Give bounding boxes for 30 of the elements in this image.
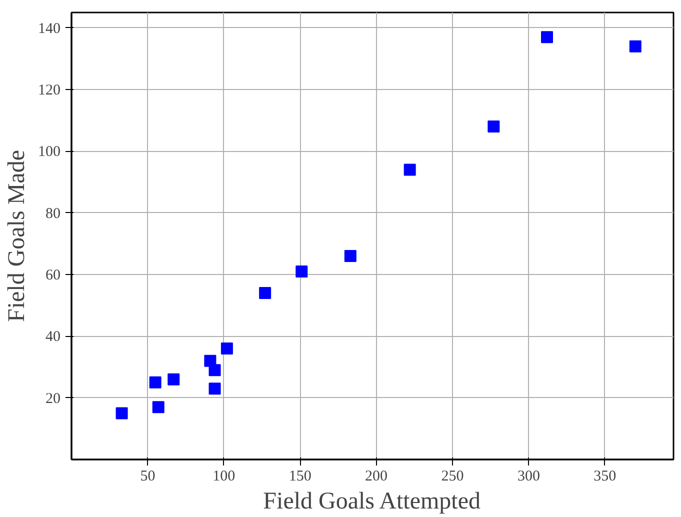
y-tick-label: 40 bbox=[46, 329, 60, 346]
point bbox=[629, 40, 642, 52]
point bbox=[404, 164, 416, 176]
point bbox=[208, 382, 221, 395]
x-tick-label: 150 bbox=[288, 468, 312, 484]
x-tick-label: 350 bbox=[594, 468, 616, 484]
y-tick-label: 20 bbox=[46, 390, 60, 407]
point bbox=[116, 407, 128, 420]
point bbox=[541, 31, 554, 44]
y-tick-label: 120 bbox=[38, 82, 60, 99]
point bbox=[168, 373, 180, 386]
point bbox=[208, 364, 221, 376]
x-tick-label: 100 bbox=[212, 468, 236, 484]
point bbox=[488, 120, 500, 133]
x-tick-label: 200 bbox=[365, 468, 388, 484]
y-tick-label: 140 bbox=[38, 20, 60, 37]
y-tick-label: 80 bbox=[46, 206, 60, 222]
x-tick-label: 300 bbox=[517, 468, 540, 484]
point bbox=[296, 265, 308, 278]
point bbox=[149, 376, 162, 388]
y-axis-title: Field Goals Made bbox=[4, 150, 30, 322]
y-tick-label: 60 bbox=[46, 268, 60, 284]
point bbox=[152, 401, 164, 414]
point bbox=[220, 342, 233, 355]
point bbox=[344, 250, 356, 262]
x-tick-label: 250 bbox=[441, 468, 464, 484]
x-axis-title: Field Goals Attempted bbox=[263, 488, 480, 514]
y-tick-label: 100 bbox=[38, 144, 60, 160]
x-tick-label: 50 bbox=[140, 468, 156, 484]
point bbox=[259, 287, 272, 300]
